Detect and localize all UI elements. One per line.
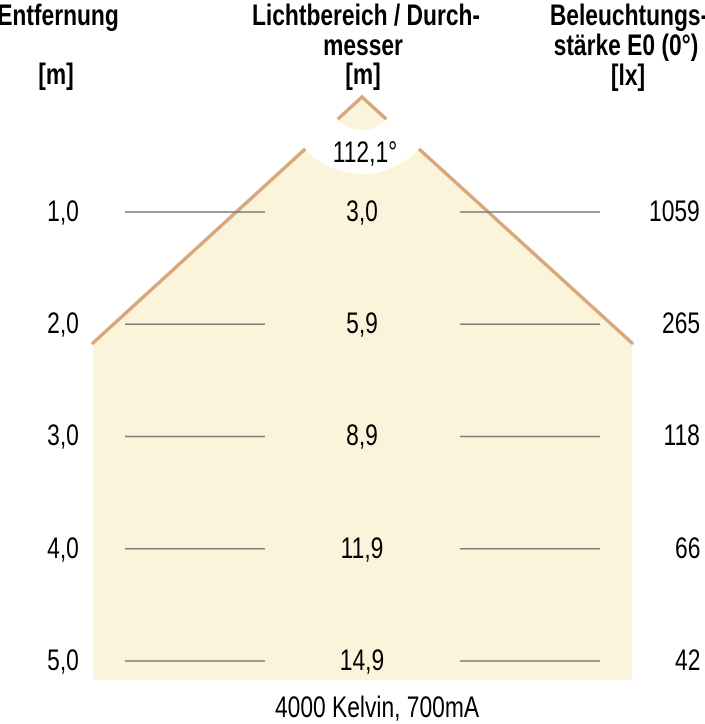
header-illuminance-title-2: stärke E0 (0°) xyxy=(553,29,699,62)
row-1-diameter: 3,0 xyxy=(346,195,378,228)
header-diameter-title-1: Lichtbereich / Durch- xyxy=(251,0,481,32)
header-illuminance-title-1: Beleuchtungs- xyxy=(549,0,705,32)
row-5-illuminance: 42 xyxy=(674,644,700,677)
row-4-illuminance: 66 xyxy=(674,532,700,565)
row-4-diameter: 11,9 xyxy=(340,532,384,565)
header-illuminance-unit: [lx] xyxy=(610,59,646,92)
caption-kelvin-current: 4000 Kelvin, 700mA xyxy=(274,691,480,724)
row-2-diameter: 5,9 xyxy=(346,307,378,340)
beam-angle-gap-ring xyxy=(285,20,439,174)
row-3-diameter: 8,9 xyxy=(346,419,378,452)
row-5-distance: 5,0 xyxy=(47,644,79,677)
header-diameter-unit: [m] xyxy=(345,58,381,91)
light-cone-fill xyxy=(93,97,632,680)
row-1-illuminance: 1059 xyxy=(649,195,700,228)
row-5-diameter: 14,9 xyxy=(339,644,385,677)
row-4-distance: 4,0 xyxy=(47,532,79,565)
beam-angle-label: 112,1° xyxy=(332,136,398,169)
header-distance-title: Entfernung xyxy=(0,0,119,32)
header-distance-unit: [m] xyxy=(38,58,74,91)
row-1-distance: 1,0 xyxy=(47,195,79,228)
light-cone-edge-lines xyxy=(91,94,634,345)
row-3-illuminance: 118 xyxy=(663,419,700,452)
row-3-distance: 3,0 xyxy=(47,419,79,452)
header-diameter-title-2: messer xyxy=(323,29,403,62)
row-2-distance: 2,0 xyxy=(47,307,79,340)
row-2-illuminance: 265 xyxy=(661,307,700,340)
row-tick-lines xyxy=(125,211,600,662)
